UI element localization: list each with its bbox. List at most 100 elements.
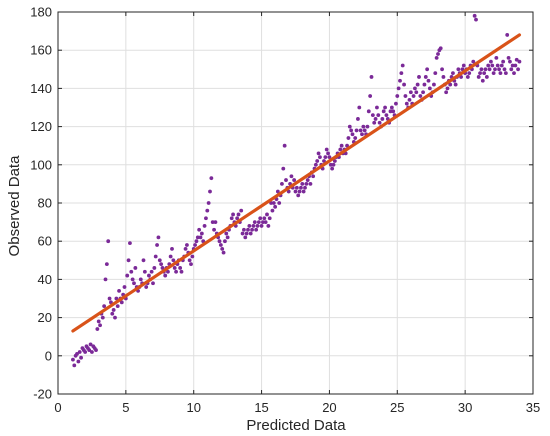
data-point: [395, 94, 400, 98]
y-tick-label: 160: [30, 43, 52, 58]
data-point: [324, 147, 329, 152]
data-point: [365, 124, 370, 129]
data-point: [142, 269, 147, 274]
data-point: [384, 113, 389, 118]
data-point: [502, 67, 507, 72]
data-point: [76, 359, 81, 364]
tick-marks: [57, 11, 534, 395]
data-point: [415, 82, 420, 87]
data-point: [433, 71, 438, 76]
data-point: [358, 128, 363, 133]
data-point: [153, 254, 158, 259]
data-point: [126, 258, 131, 263]
data-point: [115, 304, 120, 309]
data-point: [368, 94, 373, 98]
data-point: [361, 124, 366, 129]
data-point: [417, 75, 421, 79]
data-point: [345, 143, 349, 148]
data-point: [349, 128, 354, 133]
data-point: [104, 262, 109, 267]
data-point: [375, 105, 379, 110]
data-point: [394, 101, 398, 106]
data-point: [231, 212, 235, 217]
data-point: [179, 269, 184, 274]
data-point: [250, 227, 254, 232]
data-point: [223, 239, 227, 244]
data-point: [236, 212, 241, 217]
data-point: [149, 269, 154, 274]
data-point: [356, 117, 360, 121]
data-point: [94, 348, 98, 352]
data-point: [106, 239, 111, 244]
data-point: [441, 75, 446, 79]
data-point: [212, 227, 216, 232]
data-point: [187, 258, 192, 263]
x-tick-label: 15: [254, 400, 268, 415]
y-tick-label: 40: [38, 272, 52, 287]
data-point: [266, 224, 271, 228]
y-tick-label: 0: [45, 348, 52, 363]
data-point: [141, 258, 146, 263]
x-tick-label: 0: [54, 400, 61, 415]
data-point: [512, 71, 516, 76]
data-point: [190, 254, 195, 259]
data-point: [331, 162, 336, 167]
data-point: [297, 189, 302, 194]
data-point: [508, 59, 512, 64]
data-point: [292, 178, 297, 182]
data-point: [503, 71, 508, 76]
y-tick-labels: -20 0 20 40 60 80 100 120 140 160 180: [30, 5, 52, 402]
x-tick-label: 5: [122, 400, 129, 415]
data-point: [213, 220, 218, 225]
data-point: [448, 82, 453, 87]
data-point: [354, 128, 359, 133]
data-point: [381, 109, 386, 114]
data-point: [273, 204, 278, 209]
data-point: [248, 231, 253, 236]
data-point: [90, 350, 94, 354]
data-point: [494, 55, 499, 60]
data-point: [100, 315, 105, 320]
data-point: [225, 235, 230, 240]
data-point: [472, 13, 477, 18]
data-point: [156, 235, 161, 240]
data-point: [380, 117, 385, 121]
y-tick-label: 140: [30, 81, 52, 96]
data-point: [357, 105, 362, 110]
data-point: [239, 208, 244, 213]
data-point: [303, 185, 307, 190]
data-point: [478, 71, 482, 76]
data-point: [125, 273, 130, 278]
data-point: [72, 363, 77, 368]
data-point: [114, 296, 119, 301]
data-point: [301, 189, 306, 194]
y-tick-label: 120: [30, 119, 52, 134]
data-point: [399, 71, 404, 76]
data-point: [254, 227, 259, 232]
data-point: [271, 201, 276, 205]
data-point: [514, 57, 519, 62]
data-point: [391, 109, 396, 114]
data-point: [323, 155, 328, 160]
data-point: [483, 67, 488, 72]
data-point: [194, 239, 199, 244]
data-point: [174, 269, 178, 274]
data-point: [281, 166, 286, 171]
data-point: [208, 189, 212, 194]
data-point: [113, 315, 117, 320]
data-point: [398, 78, 402, 83]
data-point: [376, 113, 381, 118]
data-point: [209, 176, 214, 181]
data-point: [155, 243, 159, 247]
data-point: [96, 319, 101, 324]
data-point: [414, 90, 419, 95]
data-point: [170, 246, 174, 251]
data-point: [256, 220, 261, 225]
data-point: [332, 159, 337, 163]
data-point: [255, 224, 260, 228]
data-point: [240, 231, 245, 236]
data-point: [130, 277, 135, 282]
data-point: [480, 78, 485, 83]
data-point: [347, 124, 352, 129]
data-point: [111, 308, 116, 312]
